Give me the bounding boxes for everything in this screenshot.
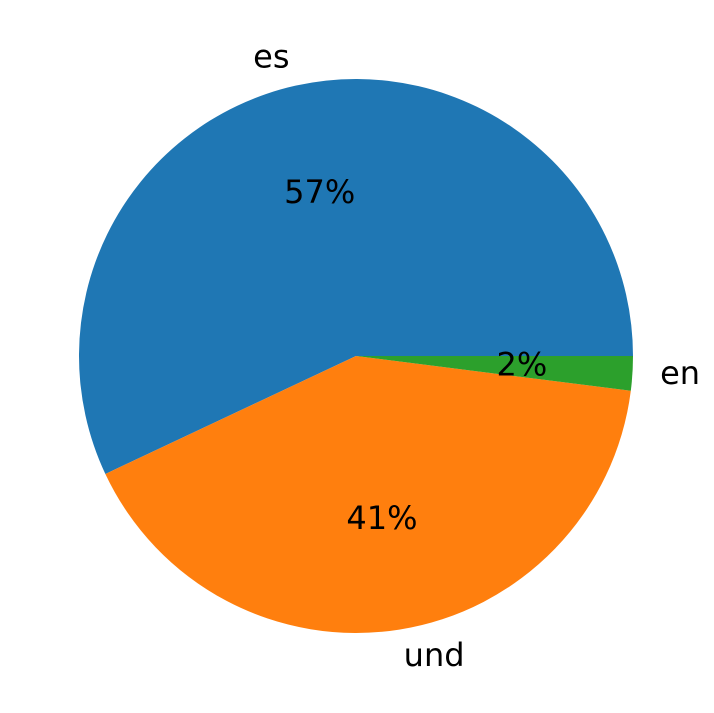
slice-label: en — [660, 354, 700, 392]
pie-slice — [105, 356, 631, 633]
pie-slice — [78, 78, 634, 474]
slice-label: es — [253, 38, 289, 76]
value-label: 2% — [496, 345, 547, 383]
value-label: 57% — [284, 173, 355, 211]
pie-slice — [356, 356, 633, 391]
value-label: 41% — [346, 499, 417, 537]
slice-label: und — [404, 636, 465, 674]
